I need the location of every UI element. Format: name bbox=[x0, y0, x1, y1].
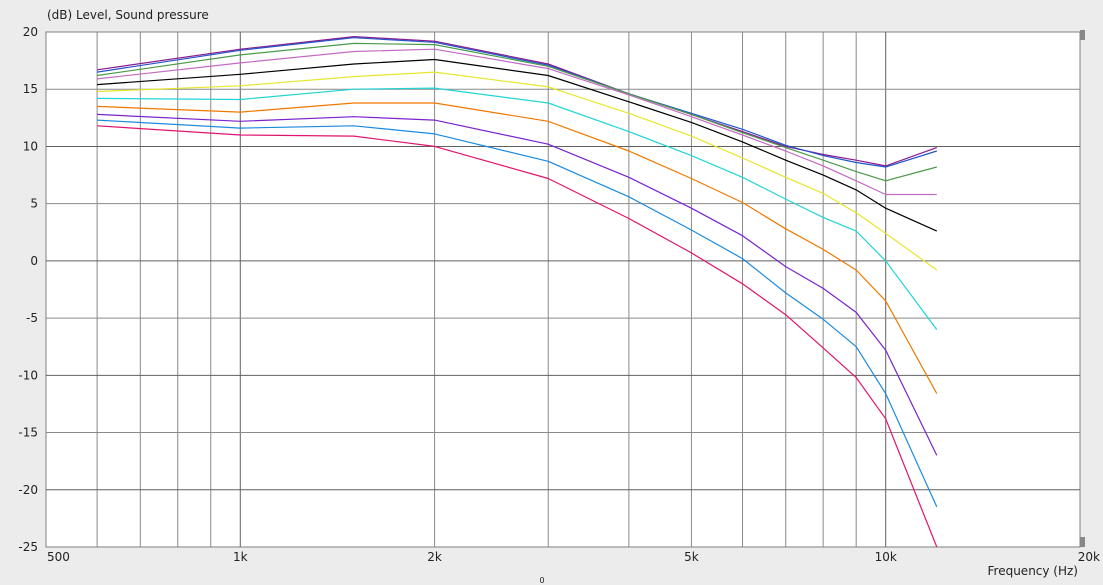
y-tick-label: -25 bbox=[18, 540, 38, 554]
series-line-6 bbox=[97, 71, 938, 271]
series-line-10 bbox=[97, 119, 938, 508]
x-tick-label: 20k bbox=[1078, 550, 1100, 564]
x-tick-label: 2k bbox=[427, 550, 442, 564]
y-tick-label: 15 bbox=[23, 82, 38, 96]
y-tick-label: 5 bbox=[30, 197, 38, 211]
series-line-11 bbox=[97, 125, 938, 548]
series-line-3 bbox=[97, 42, 937, 182]
y-tick-label: -15 bbox=[18, 426, 38, 440]
series-line-7 bbox=[97, 87, 938, 330]
scroll-handle-top[interactable] bbox=[1080, 30, 1085, 40]
y-tick-label: 10 bbox=[23, 139, 38, 153]
series-line-4 bbox=[97, 48, 937, 196]
series-layer bbox=[97, 35, 938, 548]
series-line-9 bbox=[97, 113, 938, 456]
y-tick-label: -5 bbox=[26, 311, 38, 325]
stray-zero-label: 0 bbox=[539, 576, 544, 585]
x-tick-label: 10k bbox=[875, 550, 897, 564]
x-tick-label: 500 bbox=[47, 550, 70, 564]
series-line-8 bbox=[97, 102, 938, 394]
series-line-2 bbox=[97, 37, 937, 168]
x-axis-label: Frequency (Hz) bbox=[988, 564, 1079, 578]
y-tick-label: 20 bbox=[23, 25, 38, 39]
y-tick-label: -10 bbox=[18, 368, 38, 382]
chart-title: (dB) Level, Sound pressure bbox=[47, 8, 209, 22]
scroll-handle-bottom[interactable] bbox=[1080, 537, 1085, 547]
y-tick-label: -20 bbox=[18, 483, 38, 497]
y-tick-label: 0 bbox=[30, 254, 38, 268]
x-tick-label: 1k bbox=[233, 550, 248, 564]
tick-layer: 20 15 10 5 0 -5 -10 -15 -20 -25 500 1k 2k 5k 10k 20k bbox=[18, 25, 1100, 564]
x-tick-label: 5k bbox=[684, 550, 699, 564]
plot-area bbox=[45, 31, 1081, 548]
series-line-5 bbox=[97, 58, 938, 232]
